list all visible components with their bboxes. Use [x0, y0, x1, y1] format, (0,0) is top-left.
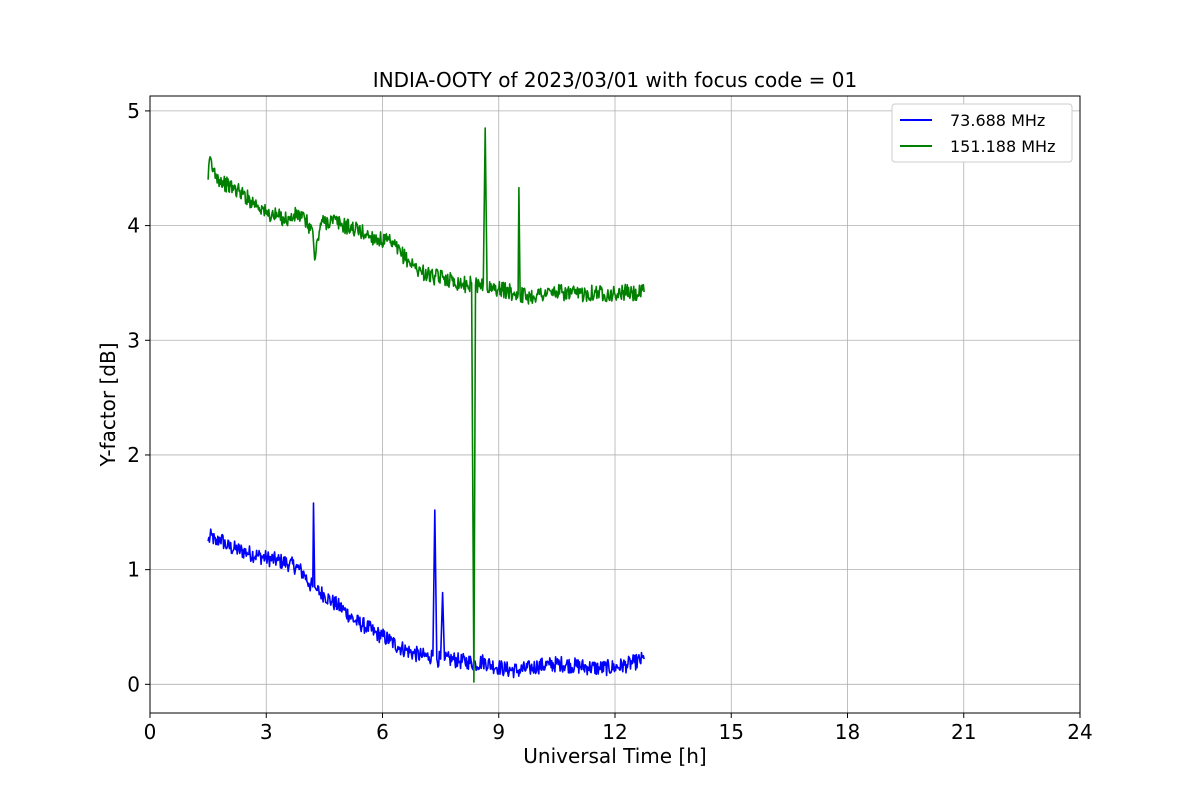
legend: 73.688 MHz 151.188 MHz	[891, 103, 1073, 163]
y-tick-label: 1	[127, 558, 140, 582]
y-tick-label: 3	[127, 328, 140, 352]
x-tick-label: 6	[376, 720, 389, 744]
y-tick-label: 4	[127, 214, 140, 238]
y-axis-label: Y-factor [dB]	[96, 342, 120, 467]
x-tick-label: 3	[260, 720, 273, 744]
y-tick-label: 0	[127, 672, 140, 696]
x-tick-label: 18	[835, 720, 860, 744]
x-tick-label: 24	[1067, 720, 1092, 744]
y-tick-label: 5	[127, 99, 140, 123]
series-line-1	[207, 127, 645, 683]
x-axis-label: Universal Time [h]	[523, 744, 706, 768]
series-line-0	[207, 502, 645, 679]
y-tick-label: 2	[127, 443, 140, 467]
x-tick-label: 0	[144, 720, 157, 744]
x-tick-label: 9	[492, 720, 505, 744]
x-tick-label: 12	[602, 720, 627, 744]
x-tick-label: 21	[951, 720, 976, 744]
chart-title: INDIA-OOTY of 2023/03/01 with focus code…	[373, 68, 857, 92]
data-series	[207, 127, 645, 683]
x-tick-label: 15	[719, 720, 744, 744]
legend-label-151mhz: 151.188 MHz	[950, 137, 1055, 156]
legend-label-73mhz: 73.688 MHz	[950, 111, 1045, 130]
legend-box	[891, 103, 1073, 163]
